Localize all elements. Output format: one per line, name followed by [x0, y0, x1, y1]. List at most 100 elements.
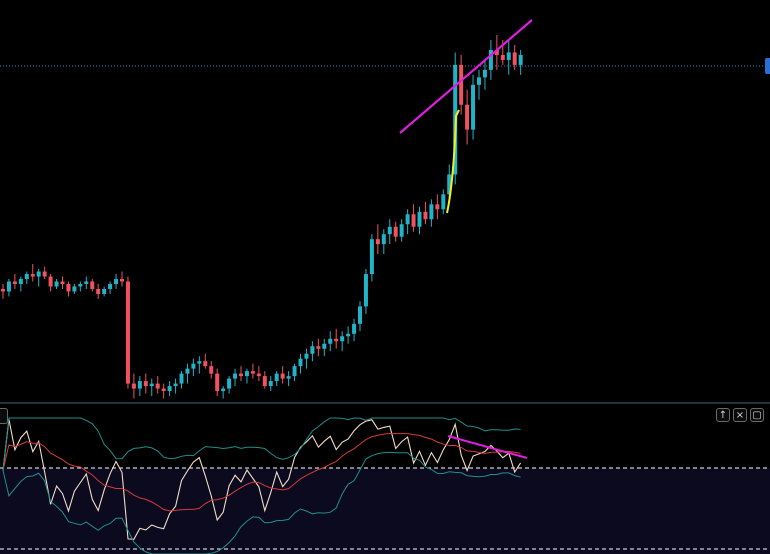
candle-body	[90, 281, 95, 289]
candle-body	[125, 281, 130, 384]
candle-body	[149, 383, 154, 387]
candle-body	[96, 288, 101, 294]
candle-body	[233, 373, 238, 379]
pane-close-button[interactable]: ×	[733, 408, 747, 422]
candle-body	[6, 281, 11, 292]
candle-body	[369, 239, 374, 275]
candle-body	[482, 69, 487, 78]
lower-band	[2, 451, 521, 554]
candle-body	[24, 274, 29, 280]
candle-body	[274, 373, 279, 382]
candle-body	[292, 366, 297, 377]
candle-body	[239, 373, 243, 377]
candle-body	[328, 338, 333, 344]
candle-body	[304, 353, 309, 359]
candle-body	[506, 52, 511, 60]
candle-body	[399, 224, 404, 237]
candle-body	[137, 381, 142, 389]
candle-body	[340, 336, 345, 342]
candle-body	[465, 104, 470, 130]
candle-body	[471, 84, 476, 130]
candle-body	[262, 376, 267, 387]
candle-body	[12, 281, 17, 284]
candle-body	[60, 281, 65, 284]
candle-body	[36, 271, 41, 277]
candle-body	[209, 366, 214, 374]
candle-body	[310, 346, 315, 354]
candle-body	[518, 54, 523, 65]
candle-body	[405, 214, 410, 225]
candle-body	[84, 281, 89, 284]
candle-body	[191, 363, 196, 369]
candle-body	[256, 373, 261, 377]
candle-body	[494, 49, 499, 55]
close-icon: ×	[735, 410, 745, 421]
oscillator-line	[2, 419, 522, 540]
highlight-wave	[446, 109, 460, 214]
resistance-trendline	[399, 19, 533, 134]
candle-body	[18, 279, 23, 284]
price-pane	[0, 35, 770, 404]
candle-body	[179, 373, 184, 384]
candle-body	[500, 54, 505, 60]
candle-body	[423, 211, 428, 220]
pane-move-up-button[interactable]: ↑	[716, 408, 730, 422]
candle-body	[447, 174, 452, 195]
candle-body	[417, 211, 422, 227]
candle-body	[334, 338, 339, 342]
candle-body	[298, 358, 303, 367]
candle-body	[512, 52, 517, 65]
candle-body	[280, 373, 285, 379]
candle-body	[131, 383, 136, 389]
candle-body	[393, 226, 398, 237]
candle-body	[227, 378, 232, 389]
candle-body	[173, 383, 178, 387]
candle-body	[268, 381, 273, 387]
candle-body	[203, 361, 208, 367]
candle-body	[221, 388, 226, 392]
candle-body	[185, 368, 190, 374]
candle-body	[488, 49, 493, 70]
candle-body	[161, 388, 166, 392]
candle-body	[477, 77, 481, 85]
candle-body	[411, 214, 416, 227]
oscillator-shade	[0, 468, 770, 554]
candle-body	[322, 343, 327, 349]
candle-body	[215, 373, 220, 392]
candle-body	[363, 274, 368, 307]
candle-body	[120, 279, 124, 282]
candle-body	[78, 283, 83, 287]
candle-body	[316, 346, 321, 349]
candle-body	[102, 288, 107, 294]
signal-line	[2, 432, 521, 512]
pane-maximize-button[interactable]: ▢	[750, 408, 764, 422]
pane-collapse-button[interactable]	[0, 408, 8, 424]
candle-body	[143, 381, 148, 387]
candle-body	[197, 361, 202, 364]
annotation-layer	[399, 19, 533, 459]
candle-body	[114, 279, 119, 284]
arrow-up-icon: ↑	[718, 410, 728, 421]
candle-body	[66, 283, 71, 292]
last-price-tag[interactable]	[765, 58, 770, 74]
candle-body	[48, 276, 53, 287]
candle-body	[108, 283, 113, 289]
divergence-trendline	[447, 435, 528, 459]
candle-body	[72, 286, 77, 292]
candle-body	[167, 386, 172, 392]
maximize-icon: ▢	[752, 410, 762, 421]
candle-body	[352, 323, 357, 334]
candle-body	[358, 306, 362, 324]
candle-body	[346, 333, 351, 337]
oscillator-pane	[0, 417, 770, 554]
candle-body	[30, 274, 35, 277]
candle-body	[459, 64, 464, 105]
candle-body	[244, 371, 249, 377]
candle-body	[387, 226, 392, 235]
candle-body	[250, 371, 255, 374]
candle-body	[42, 271, 47, 277]
candle-body	[155, 383, 160, 389]
upper-band	[2, 417, 521, 471]
candle-body	[429, 204, 434, 220]
candle-body	[375, 239, 380, 245]
